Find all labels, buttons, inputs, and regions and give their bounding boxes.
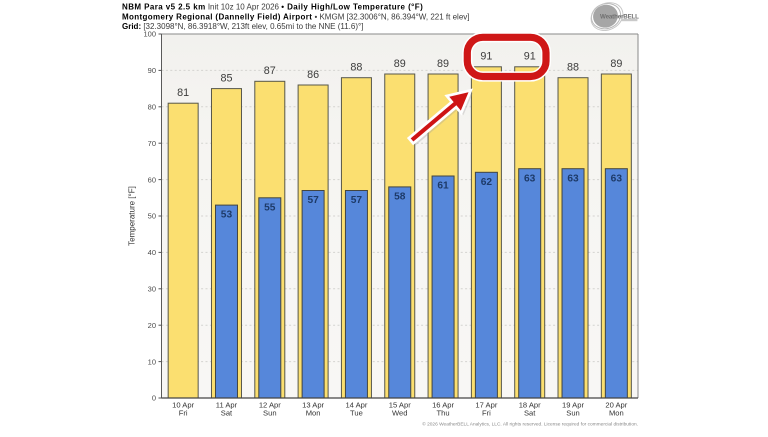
svg-text:88: 88: [567, 62, 579, 74]
svg-text:Tue: Tue: [350, 409, 363, 418]
svg-text:88: 88: [350, 62, 362, 74]
svg-text:11 Apr: 11 Apr: [216, 400, 238, 409]
svg-text:62: 62: [481, 177, 493, 188]
svg-text:12 Apr: 12 Apr: [259, 400, 281, 409]
svg-text:19 Apr: 19 Apr: [562, 400, 584, 409]
svg-text:100: 100: [143, 30, 156, 39]
svg-text:81: 81: [177, 87, 189, 99]
svg-text:0: 0: [152, 394, 156, 403]
svg-text:86: 86: [307, 69, 319, 81]
svg-text:Wed: Wed: [392, 409, 407, 418]
svg-text:Thu: Thu: [437, 409, 450, 418]
svg-text:85: 85: [220, 72, 232, 84]
svg-text:57: 57: [351, 195, 363, 206]
svg-text:89: 89: [394, 58, 406, 70]
svg-text:14 Apr: 14 Apr: [345, 400, 367, 409]
svg-text:17 Apr: 17 Apr: [475, 400, 497, 409]
svg-text:Sun: Sun: [263, 409, 277, 418]
svg-text:Sat: Sat: [221, 409, 233, 418]
svg-text:Montgomery Regional (Dannelly: Montgomery Regional (Dannelly Field) Air…: [122, 12, 470, 21]
svg-text:61: 61: [437, 181, 449, 192]
svg-text:30: 30: [148, 285, 156, 294]
svg-text:50: 50: [148, 212, 156, 221]
svg-text:89: 89: [610, 58, 622, 70]
svg-text:40: 40: [148, 248, 156, 257]
svg-text:91: 91: [480, 51, 492, 63]
svg-text:91: 91: [524, 51, 536, 63]
svg-text:© 2026 WeatherBELL Analytics,: © 2026 WeatherBELL Analytics, LLC. All r…: [422, 420, 638, 427]
svg-text:20 Apr: 20 Apr: [605, 400, 627, 409]
svg-text:63: 63: [524, 173, 536, 184]
svg-text:Mon: Mon: [306, 409, 321, 418]
svg-text:57: 57: [307, 195, 319, 206]
svg-text:Sat: Sat: [524, 409, 536, 418]
svg-text:89: 89: [437, 58, 449, 70]
svg-text:60: 60: [148, 175, 156, 184]
svg-text:53: 53: [221, 210, 233, 221]
svg-text:20: 20: [148, 321, 156, 330]
svg-text:18 Apr: 18 Apr: [519, 400, 541, 409]
svg-text:55: 55: [264, 202, 276, 213]
svg-text:NBM Para v5 2.5 km Init 10z 10: NBM Para v5 2.5 km Init 10z 10 Apr 2026 …: [122, 2, 423, 11]
svg-text:Grid: [32.3098°N, 86.3918°W, 2: Grid: [32.3098°N, 86.3918°W, 213ft elev,…: [122, 22, 363, 31]
svg-text:13 Apr: 13 Apr: [302, 400, 324, 409]
svg-text:10: 10: [148, 357, 156, 366]
svg-text:87: 87: [264, 65, 276, 77]
svg-text:Fri: Fri: [179, 409, 188, 418]
svg-text:90: 90: [148, 66, 156, 75]
svg-text:15 Apr: 15 Apr: [389, 400, 411, 409]
svg-text:58: 58: [394, 192, 406, 203]
svg-text:Temperature [°F]: Temperature [°F]: [128, 186, 137, 246]
svg-text:70: 70: [148, 139, 156, 148]
svg-text:16 Apr: 16 Apr: [432, 400, 454, 409]
svg-text:WeatherBELL: WeatherBELL: [600, 13, 639, 20]
svg-text:Sun: Sun: [566, 409, 580, 418]
svg-text:Mon: Mon: [609, 409, 624, 418]
svg-text:63: 63: [611, 173, 623, 184]
svg-text:63: 63: [567, 173, 579, 184]
svg-text:10 Apr: 10 Apr: [172, 400, 194, 409]
svg-text:80: 80: [148, 103, 156, 112]
svg-text:Fri: Fri: [482, 409, 491, 418]
